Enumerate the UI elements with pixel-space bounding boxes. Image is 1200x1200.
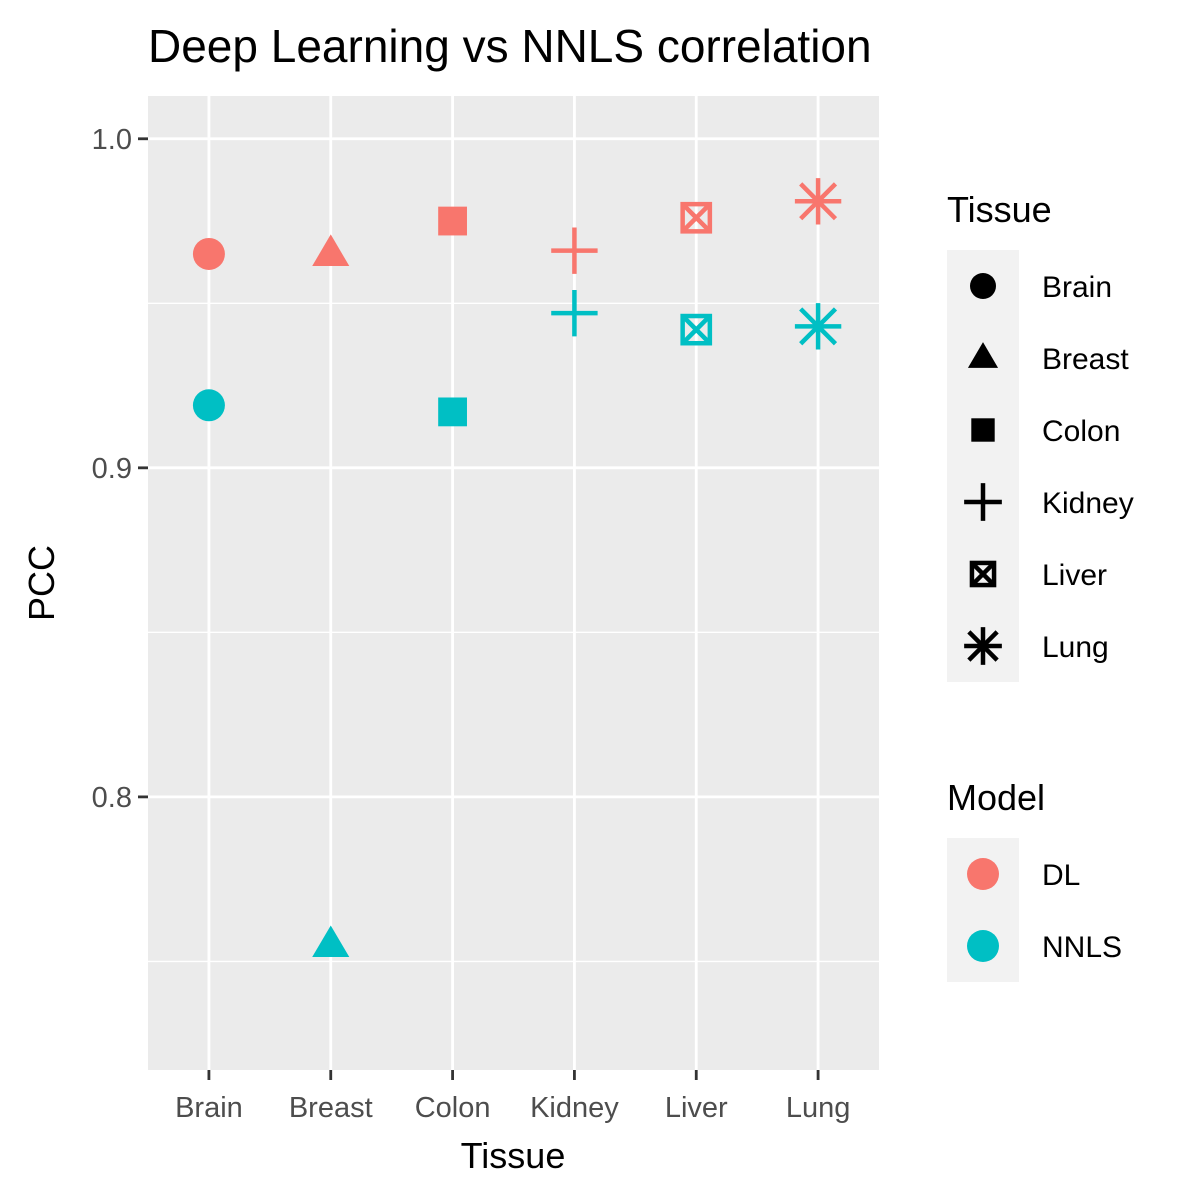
data-point: [312, 234, 350, 267]
x-tick-label: Breast: [289, 1092, 373, 1124]
legend-color-entries: DL NNLS: [967, 858, 1122, 964]
legend-color-label: NNLS: [1042, 931, 1122, 964]
legend-shape-key: [969, 560, 997, 588]
legend-shape-key: [970, 273, 996, 299]
data-point: [551, 289, 598, 337]
legend-color-key: [967, 858, 999, 890]
y-tick-label: 0.8: [92, 782, 132, 814]
data-points: [192, 178, 842, 958]
legend-shape-label: Breast: [1042, 343, 1129, 376]
legend-shape-label: Lung: [1042, 631, 1109, 664]
data-point: [192, 389, 225, 422]
legend-shape-label: Colon: [1042, 415, 1120, 448]
x-tick-label: Lung: [786, 1092, 851, 1124]
data-point: [438, 397, 467, 427]
legend-shape-key: [971, 418, 995, 442]
chart-title: Deep Learning vs NNLS correlation: [148, 20, 872, 72]
data-point: [794, 178, 842, 225]
data-point: [192, 237, 225, 270]
legend-shape-key: [964, 483, 1002, 521]
legend-shape-label: Brain: [1042, 271, 1112, 304]
y-tick-label: 0.9: [92, 453, 132, 485]
legend-shape-entries: Brain Breast Colon Kidney Liver Lung: [964, 271, 1134, 665]
data-point: [551, 227, 598, 274]
data-point: [438, 206, 467, 236]
plot-panel: [148, 96, 879, 1070]
legend-shape-keys-bg: [947, 250, 1019, 682]
legend: Tissue Brain Breast Colon Kidney Liver Lung M…: [947, 189, 1134, 982]
legend-shape-title: Tissue: [947, 189, 1052, 230]
data-point: [312, 925, 350, 958]
axes: 0.8 0.9 1.0 Brain Breast Colon Kidney Liver Lung: [92, 124, 851, 1124]
data-point: [680, 201, 713, 234]
legend-shape-label: Kidney: [1042, 487, 1134, 520]
legend-shape-key: [967, 342, 999, 368]
legend-color-title: Model: [947, 777, 1045, 818]
x-tick-label: Kidney: [530, 1092, 619, 1124]
y-tick-label: 1.0: [92, 124, 132, 156]
legend-color-key: [967, 930, 999, 962]
x-tick-label: Liver: [665, 1092, 728, 1124]
data-point: [794, 303, 842, 350]
legend-color-label: DL: [1042, 859, 1080, 892]
legend-shape-key: [964, 627, 1002, 665]
legend-shape-label: Liver: [1042, 559, 1107, 592]
data-point: [680, 313, 713, 346]
y-axis-title: PCC: [21, 545, 62, 621]
x-axis-title: Tissue: [461, 1135, 566, 1176]
x-tick-label: Brain: [175, 1092, 243, 1124]
x-tick-label: Colon: [415, 1092, 491, 1124]
